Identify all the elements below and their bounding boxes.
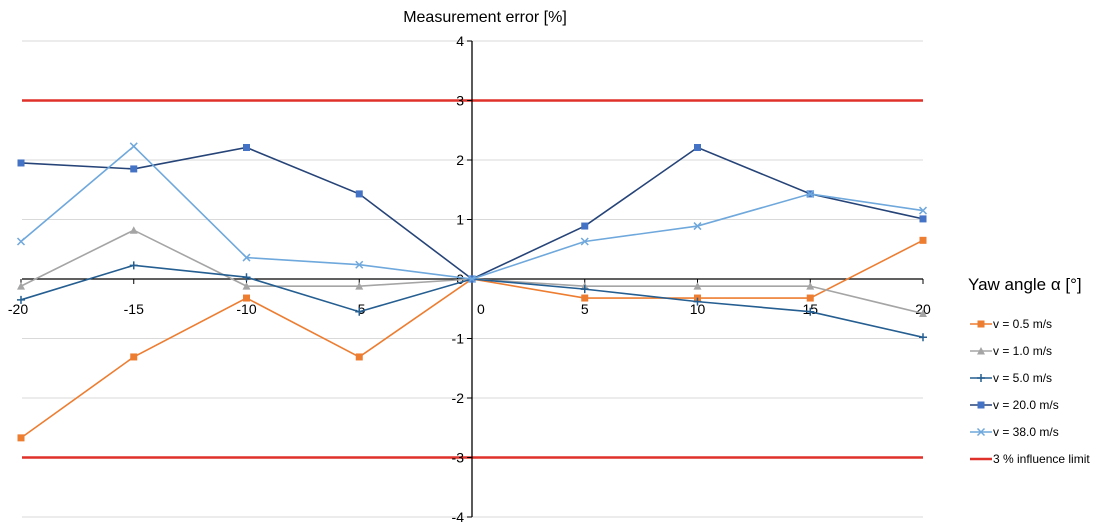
data-point	[580, 237, 589, 246]
data-point	[355, 260, 364, 269]
x-axis-label: Yaw angle α [°]	[968, 275, 1082, 294]
legend-label: v = 1.0 m/s	[993, 344, 1052, 358]
data-point	[919, 333, 927, 342]
data-point	[806, 282, 815, 290]
legend-item: v = 5.0 m/s	[970, 371, 1052, 385]
x-tick-label: -10	[236, 301, 256, 317]
data-point	[355, 190, 363, 198]
data-point	[17, 282, 25, 290]
data-point	[806, 294, 814, 302]
series-v-38-0-m-s	[16, 142, 928, 284]
data-point	[977, 320, 985, 328]
data-point	[919, 236, 927, 244]
legend-item: v = 0.5 m/s	[970, 317, 1052, 331]
data-point	[129, 226, 138, 234]
y-tick-label: 3	[456, 93, 464, 109]
x-tick-label: -20	[8, 301, 28, 317]
data-point	[130, 165, 138, 173]
data-point	[17, 295, 25, 304]
legend-label: v = 5.0 m/s	[993, 371, 1052, 385]
legend-label: v = 0.5 m/s	[993, 317, 1052, 331]
y-tick-label: -2	[452, 390, 465, 406]
data-point	[977, 347, 985, 355]
x-tick-label: 5	[581, 301, 589, 317]
legend-item: 3 % influence limit	[970, 452, 1090, 466]
chart-title: Measurement error [%]	[403, 9, 567, 26]
data-point	[976, 427, 986, 437]
y-tick-label: -4	[452, 509, 465, 524]
data-point	[694, 144, 701, 152]
y-tick-label: 2	[456, 152, 464, 168]
legend-label: 3 % influence limit	[993, 452, 1090, 466]
data-point	[242, 282, 251, 290]
data-point	[581, 294, 589, 302]
legend-item: v = 1.0 m/s	[970, 344, 1052, 358]
data-point	[977, 374, 985, 382]
data-point	[129, 261, 138, 270]
legend: v = 0.5 m/s v = 1.0 m/s v = 5.0 m/s v = 20.…	[970, 317, 1090, 466]
data-point	[243, 144, 250, 152]
data-point	[243, 294, 250, 302]
x-tick-labels: -20 -15 -10 -5 0 5 10 15 20	[8, 301, 931, 317]
data-point	[693, 297, 702, 306]
x-tick-label: 10	[690, 301, 706, 317]
data-point	[355, 282, 364, 290]
data-series	[16, 142, 928, 442]
legend-label: v = 38.0 m/s	[993, 425, 1059, 439]
data-point	[806, 307, 815, 316]
data-point	[17, 434, 25, 442]
x-tick-label: -15	[124, 301, 144, 317]
legend-item: v = 20.0 m/s	[970, 398, 1059, 412]
legend-item: v = 38.0 m/s	[970, 425, 1059, 439]
data-point	[919, 215, 927, 223]
data-point	[918, 206, 928, 215]
data-point	[977, 401, 985, 409]
data-point	[129, 142, 138, 151]
data-point	[16, 237, 26, 246]
data-point	[355, 353, 363, 361]
data-point	[693, 222, 702, 231]
data-point	[130, 353, 138, 361]
data-point	[467, 274, 477, 284]
data-point	[242, 273, 251, 282]
legend-label: v = 20.0 m/s	[993, 398, 1059, 412]
y-tick-label: 4	[456, 33, 464, 49]
data-point	[17, 159, 25, 167]
data-point	[693, 282, 702, 290]
x-tick-label: 0	[477, 301, 485, 317]
y-tick-label: -3	[452, 450, 465, 466]
data-point	[242, 253, 251, 262]
data-point	[581, 222, 589, 230]
data-point	[355, 307, 364, 316]
data-point	[580, 285, 589, 294]
y-tick-label: -1	[452, 331, 465, 347]
data-point	[919, 309, 927, 318]
y-tick-label: 1	[456, 212, 464, 228]
data-point	[806, 189, 815, 198]
